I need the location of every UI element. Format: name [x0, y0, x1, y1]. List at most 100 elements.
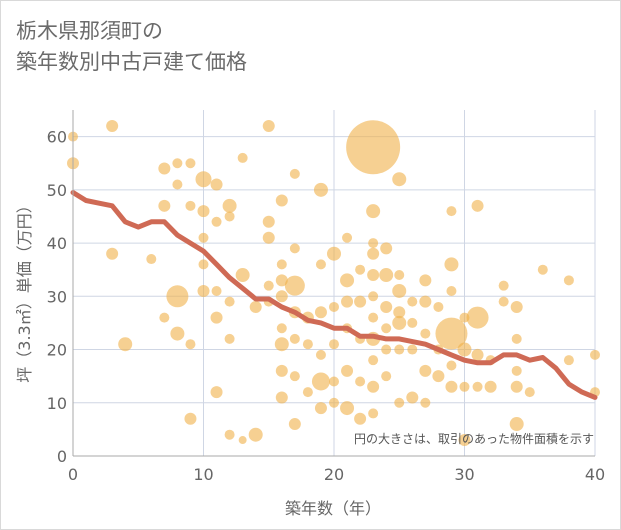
data-bubble — [498, 296, 509, 307]
data-bubble — [459, 381, 470, 392]
data-bubble — [172, 179, 183, 190]
data-bubble — [354, 295, 367, 308]
data-bubble — [210, 178, 223, 191]
data-bubble — [311, 372, 330, 391]
data-bubble — [158, 162, 171, 175]
data-bubble — [275, 290, 288, 303]
y-tick-label: 10 — [47, 394, 67, 413]
data-bubble — [380, 242, 393, 255]
y-tick-label: 30 — [47, 287, 67, 306]
data-bubble — [381, 323, 392, 334]
data-bubble — [445, 380, 458, 393]
data-bubble — [275, 274, 288, 287]
y-axis-title: 坪（3.3㎡）単価（万円） — [15, 197, 34, 382]
data-bubble — [276, 323, 287, 334]
data-bubble — [302, 387, 313, 398]
data-bubble — [249, 300, 262, 313]
data-bubble — [433, 301, 444, 312]
data-bubble — [197, 205, 210, 218]
data-bubble — [284, 275, 305, 296]
data-bubble — [407, 344, 418, 355]
data-bubble — [314, 402, 327, 415]
data-bubble — [379, 268, 394, 283]
data-bubble — [366, 204, 381, 219]
data-bubble — [289, 243, 300, 254]
data-bubble — [368, 312, 379, 323]
data-bubble — [329, 376, 339, 387]
data-bubble — [106, 119, 119, 132]
data-bubble — [394, 344, 405, 355]
data-bubble — [262, 119, 275, 132]
data-bubble — [237, 152, 248, 163]
data-bubble — [392, 172, 407, 187]
data-bubble — [274, 337, 289, 352]
data-bubble — [355, 264, 366, 275]
data-bubble — [472, 381, 483, 392]
data-bubble — [590, 349, 600, 360]
x-axis-title: 築年数（年） — [285, 499, 381, 518]
data-bubble — [185, 158, 196, 169]
data-bubble — [329, 301, 339, 312]
data-bubble — [341, 364, 354, 377]
data-bubble — [262, 215, 275, 228]
data-bubble — [563, 275, 574, 286]
data-bubble — [341, 295, 354, 308]
data-bubble — [394, 270, 405, 281]
data-bubble — [392, 315, 407, 330]
data-bubble — [314, 306, 327, 319]
data-bubble — [420, 328, 431, 339]
data-bubble — [327, 246, 341, 261]
data-bubble — [211, 216, 222, 227]
data-bubble — [354, 412, 367, 425]
chart-title: 栃木県那須町の 築年数別中古戸建て価格 — [16, 16, 247, 78]
axes: 0 10 20 30 40 0 10 20 30 40 50 60 — [47, 110, 605, 484]
data-bubble — [342, 232, 353, 243]
data-bubble — [158, 199, 171, 212]
data-bubble — [466, 306, 489, 329]
data-bubble — [420, 397, 431, 408]
data-bubble — [195, 171, 212, 188]
y-tick-label: 20 — [47, 341, 67, 360]
data-bubble — [380, 300, 393, 313]
data-bubble — [224, 333, 235, 344]
data-bubble — [498, 280, 509, 291]
data-bubble — [511, 365, 522, 376]
data-bubble — [392, 283, 407, 298]
chart-title-line1: 栃木県那須町の — [16, 19, 163, 43]
data-bubble — [275, 364, 288, 377]
data-bubble — [184, 412, 197, 425]
chart-title-line2: 築年数別中古戸建て価格 — [16, 50, 247, 74]
data-bubble — [288, 418, 301, 431]
data-bubble — [315, 259, 326, 270]
data-bubble — [210, 386, 223, 399]
data-bubble — [446, 360, 457, 371]
data-bubble — [355, 376, 366, 387]
data-bubble — [458, 434, 471, 447]
data-bubble — [340, 401, 355, 416]
data-bubble — [166, 285, 189, 308]
data-bubble — [210, 311, 223, 324]
size-note: 円の大きさは、取引のあった物件面積を示す — [354, 431, 594, 446]
data-bubble — [368, 291, 379, 302]
data-bubble — [524, 387, 535, 398]
data-bubble — [346, 120, 401, 175]
data-bubble — [248, 427, 263, 442]
data-bubble — [289, 371, 300, 382]
data-bubble — [276, 259, 287, 270]
data-bubble — [198, 232, 209, 243]
data-bubble — [446, 285, 457, 296]
x-tick-label: 20 — [324, 465, 344, 484]
data-bubble — [368, 238, 379, 249]
data-bubble — [118, 337, 133, 352]
data-bubble — [407, 317, 418, 328]
data-bubble — [367, 380, 380, 393]
data-bubble — [275, 194, 288, 207]
data-bubble — [368, 408, 379, 419]
data-bubble — [302, 339, 313, 350]
bubble-layer — [67, 119, 600, 447]
data-bubble — [457, 342, 472, 357]
y-tick-label: 40 — [47, 234, 67, 253]
data-bubble — [407, 296, 418, 307]
data-bubble — [170, 326, 185, 341]
